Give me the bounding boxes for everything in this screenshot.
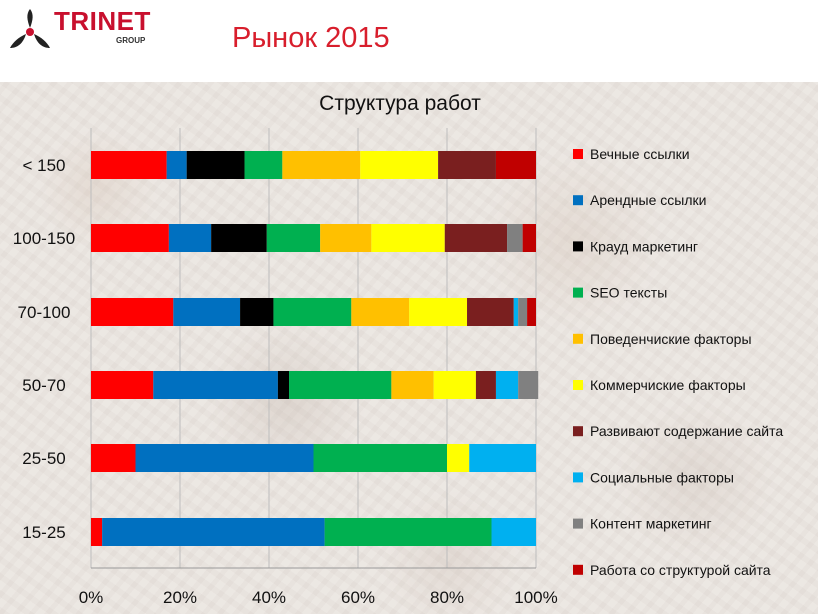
bar-segment — [438, 151, 496, 179]
legend-swatch — [573, 287, 583, 298]
bar-segment — [273, 298, 352, 326]
bar-segment — [469, 444, 536, 472]
bar-segment — [518, 371, 539, 399]
legend-swatch — [573, 333, 583, 344]
bar-segment — [433, 371, 476, 399]
x-tick-label: 40% — [252, 588, 286, 607]
bar-segment — [186, 151, 245, 179]
legend-label: Контент маркетинг — [590, 516, 712, 532]
legend-label: Арендные ссылки — [590, 192, 706, 208]
bar-segment — [289, 371, 392, 399]
propeller-icon — [10, 9, 50, 48]
bar-segment — [266, 224, 321, 252]
category-label: 100-150 — [13, 229, 75, 248]
legend-label: Коммерчиские факторы — [590, 377, 746, 393]
bar-segment — [91, 518, 103, 546]
x-tick-labels: 0% 20% 40% 60% 80% 100% — [79, 588, 558, 607]
legend-swatch — [573, 518, 583, 529]
legend-label: Социальные факторы — [590, 469, 734, 485]
slide-header: TRINET GROUP Рынок 2015 — [0, 0, 818, 82]
bar-segment — [444, 224, 508, 252]
bar-segment — [166, 151, 187, 179]
bar-segment — [91, 298, 174, 326]
x-tick-label: 60% — [341, 588, 375, 607]
bar-segment — [282, 151, 361, 179]
bar-segment — [240, 298, 274, 326]
legend-swatch — [573, 564, 583, 575]
bar-segment — [91, 444, 136, 472]
bars — [91, 151, 539, 546]
bar-segment — [168, 224, 212, 252]
bar-segment — [320, 224, 372, 252]
bar-segment — [495, 151, 536, 179]
legend-swatch — [573, 241, 583, 252]
x-tick-label: 80% — [430, 588, 464, 607]
bar-segment — [324, 518, 492, 546]
bar-segment — [244, 151, 283, 179]
category-label: < 150 — [22, 156, 65, 175]
bar-segment — [522, 224, 536, 252]
bar-segment — [475, 371, 496, 399]
bar-segment — [91, 224, 169, 252]
legend-label: Работа со структурой сайта — [590, 562, 771, 578]
logo-wordmark: TRINET — [54, 6, 151, 36]
chart-title: Структура работ — [319, 92, 481, 115]
bar-segment — [527, 298, 536, 326]
legend: Вечные ссылки Арендные ссылки Крауд маркет… — [573, 146, 783, 578]
legend-swatch — [573, 472, 583, 483]
bar-segment — [102, 518, 325, 546]
bar-segment — [371, 224, 445, 252]
legend-swatch — [573, 149, 583, 159]
logo-subtitle: GROUP — [116, 36, 146, 45]
bar-segment — [447, 444, 470, 472]
category-label: 50-70 — [22, 376, 65, 395]
bar-segment — [313, 444, 447, 472]
legend-label: Вечные ссылки — [590, 146, 690, 162]
bar-segment — [173, 298, 241, 326]
bar-segment — [467, 298, 514, 326]
bar-segment — [360, 151, 439, 179]
category-label: 25-50 — [22, 449, 65, 468]
category-label: 15-25 — [22, 523, 65, 542]
x-tick-label: 20% — [163, 588, 197, 607]
bar-segment — [495, 371, 519, 399]
bar-segment — [351, 298, 410, 326]
bar-segment — [91, 371, 154, 399]
category-labels: < 150 100-150 70-100 50-70 25-50 15-25 — [13, 156, 75, 542]
trinet-logo — [10, 9, 50, 48]
bar-segment — [513, 298, 519, 326]
bar-segment — [153, 371, 278, 399]
legend-label: Поведенчиские факторы — [590, 331, 752, 347]
x-tick-label: 0% — [79, 588, 104, 607]
slide-title: Рынок 2015 — [232, 22, 390, 54]
legend-label: Развивают содержание сайта — [590, 423, 783, 439]
x-tick-label: 100% — [514, 588, 557, 607]
bar-segment — [211, 224, 267, 252]
gridlines — [90, 128, 537, 569]
legend-swatch — [573, 426, 583, 437]
category-label: 70-100 — [18, 303, 71, 322]
bar-segment — [507, 224, 523, 252]
legend-label: Крауд маркетинг — [590, 238, 698, 254]
legend-swatch — [573, 380, 583, 390]
bar-segment — [277, 371, 290, 399]
bar-segment — [409, 298, 468, 326]
bar-segment — [91, 151, 167, 179]
bar-segment — [518, 298, 528, 326]
bar-segment — [135, 444, 314, 472]
bar-segment — [391, 371, 434, 399]
legend-swatch — [573, 195, 583, 206]
legend-label: SEO тексты — [590, 285, 667, 301]
bar-segment — [491, 518, 536, 546]
